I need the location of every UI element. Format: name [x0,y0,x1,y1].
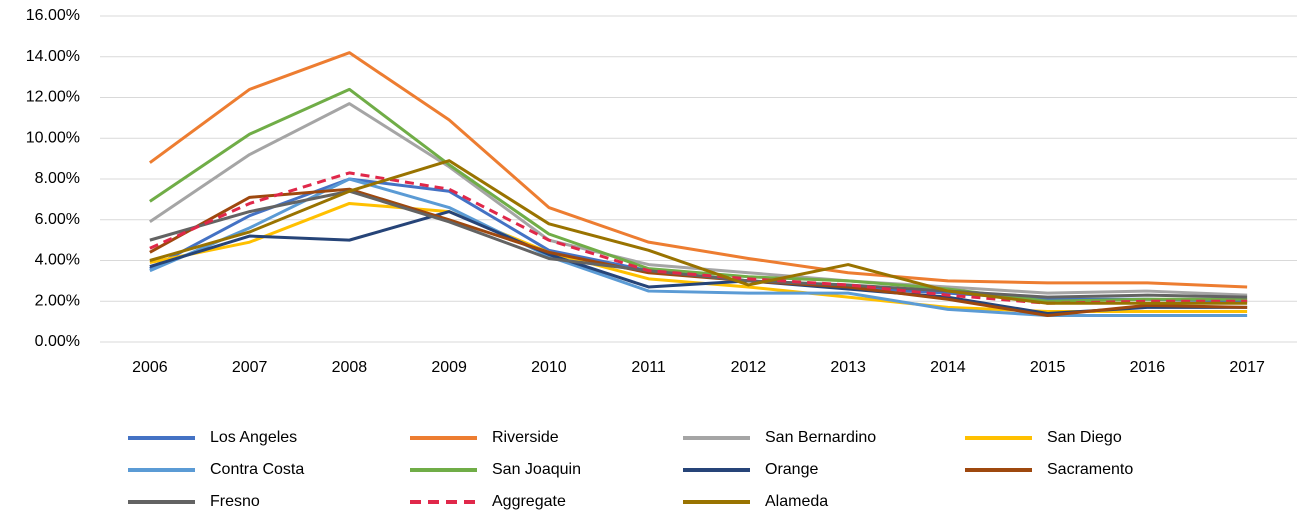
legend-label: Orange [765,461,818,478]
legend-label: San Joaquin [492,461,581,478]
legend-label: Aggregate [492,493,566,510]
y-tick-label: 14.00% [26,48,80,65]
x-tick-label: 2009 [431,359,467,376]
series-line [148,51,1248,289]
y-tick-label: 16.00% [26,7,80,24]
y-tick-label: 6.00% [35,211,80,228]
legend-label: San Diego [1047,429,1122,446]
x-tick-label: 2011 [631,359,666,376]
series-line [149,177,1248,318]
y-tick-label: 2.00% [35,292,80,309]
legend-label: Contra Costa [210,461,304,478]
legend-label: Alameda [765,493,828,510]
series-line [149,189,1248,299]
y-tick-label: 10.00% [26,129,80,146]
x-tick-label: 2016 [1130,359,1166,376]
x-tick-label: 2014 [930,359,966,376]
legend-label: Los Angeles [210,429,297,446]
x-tick-label: 2008 [332,359,368,376]
legend-label: Riverside [492,429,559,446]
y-tick-label: 12.00% [26,89,80,106]
x-tick-label: 2013 [830,359,866,376]
legend-label: Sacramento [1047,461,1133,478]
x-tick-label: 2010 [531,359,567,376]
series-line [149,87,1248,303]
x-tick-label: 2007 [232,359,268,376]
legend-label: San Bernardino [765,429,876,446]
legend-label: Fresno [210,493,260,510]
x-tick-label: 2017 [1229,359,1265,376]
x-tick-label: 2012 [731,359,767,376]
y-tick-label: 4.00% [35,252,80,269]
y-tick-label: 8.00% [35,170,80,187]
x-tick-label: 2006 [132,359,168,376]
y-tick-label: 0.00% [35,333,80,350]
series-line [149,159,1248,305]
x-tick-label: 2015 [1030,359,1066,376]
